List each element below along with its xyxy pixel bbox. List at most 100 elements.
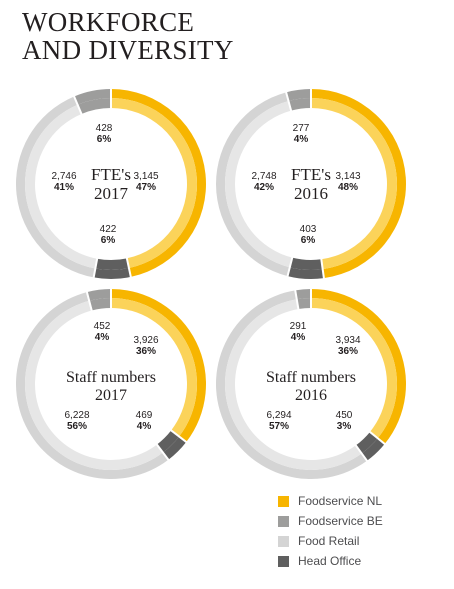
- percent-label: 47%: [135, 182, 156, 193]
- value-label: 291: [289, 321, 307, 332]
- legend-label: Food Retail: [298, 534, 360, 548]
- legend-label: Foodservice BE: [298, 514, 383, 528]
- donut-segment-inner-head-office: [95, 258, 129, 270]
- donut-segment-food-retail: [215, 92, 293, 277]
- donut-segment-separator: [169, 428, 188, 444]
- label-foodservice-nl: 3,145 47%: [126, 171, 166, 193]
- donut-segment-inner-head-office: [289, 257, 323, 270]
- donut-segment-inner-food-retail: [25, 104, 98, 269]
- label-foodservice-nl: 3,143 48%: [328, 171, 368, 193]
- donut-segment-head-office: [287, 257, 324, 279]
- donut-segment-inner-food-retail: [225, 299, 362, 470]
- donut-segment-foodservice-nl: [111, 89, 207, 277]
- label-foodservice-be: 452 4%: [82, 321, 122, 343]
- donut-segment-outer-foodservice-nl: [311, 289, 406, 444]
- label-foodservice-nl: 3,926 36%: [126, 335, 166, 357]
- percent-label: 6%: [96, 134, 112, 145]
- percent-label: 4%: [136, 421, 152, 432]
- donut-year: 2017: [95, 387, 127, 404]
- donut-segment-food-retail: [15, 96, 98, 278]
- legend-swatch: [278, 535, 289, 547]
- donut-center-label: Staff numbers 2017: [16, 369, 206, 405]
- label-foodservice-nl: 3,934 36%: [328, 335, 368, 357]
- percent-label: 56%: [66, 421, 87, 432]
- donut-segment-outer-head-office: [93, 268, 131, 279]
- donut-segment-outer-food-retail: [15, 96, 96, 278]
- donut-segment-outer-head-office: [162, 436, 187, 460]
- donut-segment-outer-foodservice-be: [286, 89, 311, 101]
- donut-segment-separator: [320, 258, 326, 280]
- donut-title: Staff numbers: [266, 369, 356, 386]
- percent-label: 4%: [290, 332, 306, 343]
- donut-title: FTE's: [291, 165, 331, 184]
- percent-label: 41%: [53, 182, 74, 193]
- value-label: 3,934: [335, 335, 361, 346]
- donut-segment-foodservice-nl: [311, 289, 406, 444]
- donut-chart-staff-2017: 3,926 36% 469 4% 6,228 56% 452 4% Staff …: [16, 288, 206, 479]
- title-line-1: WORKFORCE: [22, 7, 195, 37]
- percent-label: 6%: [300, 235, 316, 246]
- donut-segment-inner-foodservice-nl: [311, 98, 397, 270]
- value-label: 3,926: [133, 335, 159, 346]
- value-label: 3,143: [335, 171, 361, 182]
- label-head-office: 422 6%: [88, 224, 128, 246]
- donut-segment-inner-foodservice-nl: [111, 98, 197, 269]
- donut-segment-outer-food-retail: [216, 290, 367, 479]
- donut-svg: [216, 288, 406, 479]
- chart-legend: Foodservice NL Foodservice BE Food Retai…: [278, 491, 383, 571]
- legend-item: Head Office: [278, 551, 383, 571]
- value-label: 450: [335, 410, 353, 421]
- donut-segment-foodservice-be: [295, 289, 311, 310]
- donut-svg: [15, 88, 207, 279]
- label-food-retail: 6,294 57%: [259, 410, 299, 432]
- legend-swatch: [278, 555, 289, 567]
- donut-segment-outer-food-retail: [16, 292, 169, 479]
- value-label: 403: [299, 224, 317, 235]
- donut-segment-head-office: [93, 258, 131, 279]
- label-food-retail: 2,746 41%: [44, 171, 84, 193]
- donut-segment-foodservice-nl: [311, 89, 407, 279]
- donut-chart-fte-2016: 3,143 48% 403 6% 2,748 42% 277 4% FTE's …: [215, 88, 407, 280]
- value-label: 2,748: [251, 171, 277, 182]
- label-head-office: 450 3%: [324, 410, 364, 432]
- donut-svg: [215, 88, 407, 280]
- label-food-retail: 6,228 56%: [57, 410, 97, 432]
- value-label: 277: [292, 123, 310, 134]
- donut-segment-separator: [72, 95, 83, 116]
- label-head-office: 403 6%: [288, 224, 328, 246]
- donut-center-label: FTE's 2017: [16, 165, 206, 203]
- value-label: 6,294: [266, 410, 292, 421]
- donut-chart-fte-2017: 3,145 47% 422 6% 2,746 41% 428 6% FTE's …: [15, 88, 207, 279]
- page-title: WORKFORCE AND DIVERSITY: [22, 8, 234, 64]
- percent-label: 4%: [94, 332, 110, 343]
- donut-segment-inner-foodservice-be: [89, 298, 111, 311]
- donut-segment-separator: [354, 443, 369, 463]
- value-label: 3,145: [133, 171, 159, 182]
- percent-label: 3%: [336, 421, 352, 432]
- donut-segment-inner-foodservice-nl: [111, 298, 197, 437]
- donut-segment-inner-foodservice-be: [77, 98, 111, 114]
- donut-segment-foodservice-be: [86, 289, 111, 311]
- donut-segment-inner-foodservice-be: [288, 98, 311, 111]
- value-label: 2,746: [51, 171, 77, 182]
- donut-segment-foodservice-nl: [111, 289, 206, 442]
- value-label: 422: [99, 224, 117, 235]
- legend-item: Foodservice NL: [278, 491, 383, 511]
- donut-segment-separator: [368, 430, 387, 446]
- title-line-2: AND DIVERSITY: [22, 35, 234, 65]
- donut-segment-outer-foodservice-nl: [111, 289, 206, 442]
- donut-segment-outer-head-office: [361, 438, 385, 461]
- value-label: 6,228: [64, 410, 90, 421]
- donut-segment-inner-head-office: [156, 430, 180, 453]
- donut-year: 2016: [295, 387, 327, 404]
- donut-chart-staff-2016: 3,934 36% 450 3% 6,294 57% 291 4% Staff …: [216, 288, 406, 479]
- donut-segment-outer-foodservice-be: [74, 89, 111, 105]
- donut-segment-outer-head-office: [287, 267, 324, 279]
- value-label: 469: [135, 410, 153, 421]
- donut-segment-inner-food-retail: [25, 300, 163, 470]
- percent-label: 4%: [293, 134, 309, 145]
- donut-center-label: Staff numbers 2016: [216, 369, 406, 405]
- percent-label: 42%: [253, 182, 274, 193]
- donut-segment-separator: [286, 256, 294, 278]
- donut-title: Staff numbers: [66, 369, 156, 386]
